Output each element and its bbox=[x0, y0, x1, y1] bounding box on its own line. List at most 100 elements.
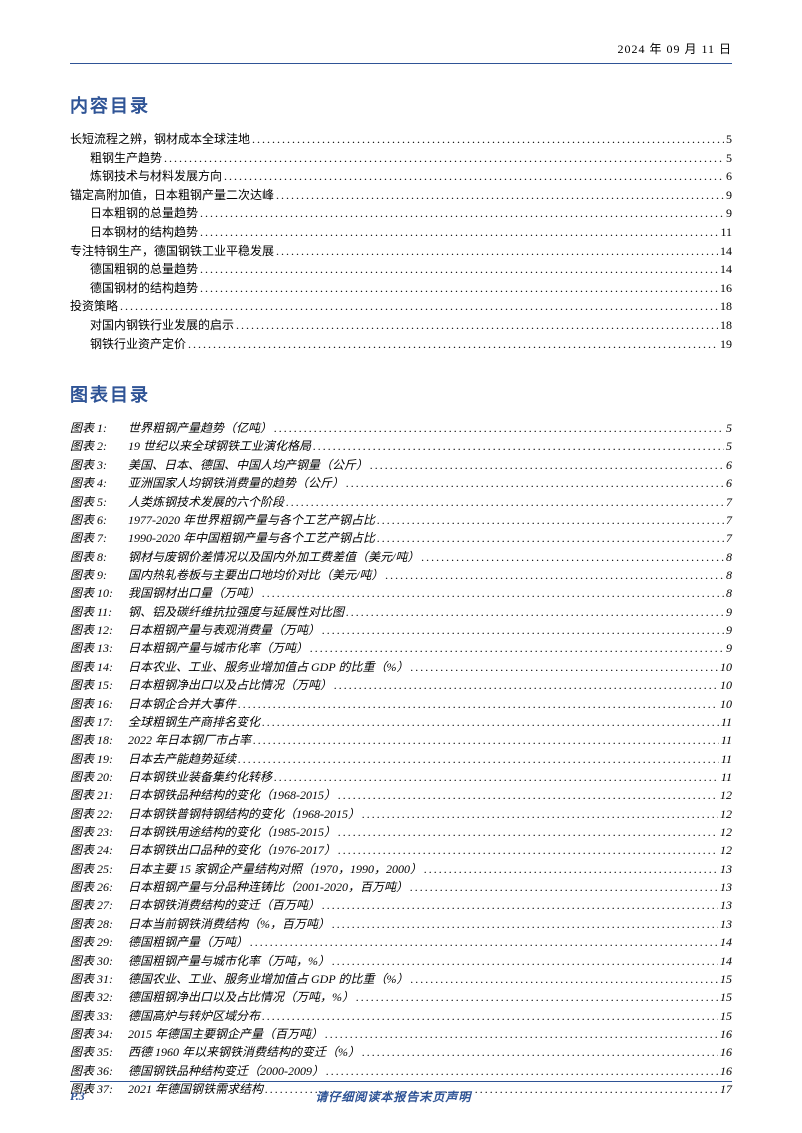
figure-row[interactable]: 图表 26:日本粗钢产量与分品种连铸比（2001-2020，百万吨）13 bbox=[70, 878, 732, 896]
figure-row[interactable]: 图表 13:日本粗钢产量与城市化率（万吨）9 bbox=[70, 639, 732, 657]
figure-leader-dots bbox=[334, 676, 718, 694]
figure-page: 8 bbox=[726, 566, 732, 584]
figure-row[interactable]: 图表 3:美国、日本、德国、中国人均产钢量（公斤）6 bbox=[70, 456, 732, 474]
figure-title: 日本钢铁消费结构的变迁（百万吨） bbox=[128, 896, 320, 914]
toc-row[interactable]: 日本钢材的结构趋势11 bbox=[70, 223, 732, 242]
figure-row[interactable]: 图表 29:德国粗钢产量（万吨）14 bbox=[70, 933, 732, 951]
figure-row[interactable]: 图表 34:2015 年德国主要钢企产量（百万吨）16 bbox=[70, 1025, 732, 1043]
figure-row[interactable]: 图表 16:日本钢企合并大事件10 bbox=[70, 695, 732, 713]
figure-prefix: 图表 16: bbox=[70, 695, 128, 713]
figure-prefix: 图表 27: bbox=[70, 896, 128, 914]
figure-row[interactable]: 图表 33:德国高炉与转炉区域分布15 bbox=[70, 1007, 732, 1025]
figure-prefix: 图表 11: bbox=[70, 603, 128, 621]
toc-leader-dots bbox=[200, 204, 724, 223]
toc-row[interactable]: 长短流程之辨，钢材成本全球洼地5 bbox=[70, 130, 732, 149]
figure-prefix: 图表 36: bbox=[70, 1062, 128, 1080]
figure-row[interactable]: 图表 9:国内热轧卷板与主要出口地均价对比（美元/吨）8 bbox=[70, 566, 732, 584]
figure-row[interactable]: 图表 36:德国钢铁品种结构变迁（2000-2009）16 bbox=[70, 1062, 732, 1080]
figure-leader-dots bbox=[410, 970, 718, 988]
toc-row[interactable]: 德国钢材的结构趋势16 bbox=[70, 279, 732, 298]
toc-row[interactable]: 炼钢技术与材料发展方向 6 bbox=[70, 167, 732, 186]
figure-page: 15 bbox=[720, 1007, 732, 1025]
toc-entry-page: 5 bbox=[726, 130, 732, 149]
figure-page: 16 bbox=[720, 1025, 732, 1043]
figure-row[interactable]: 图表 17:全球粗钢生产商排名变化11 bbox=[70, 713, 732, 731]
toc-row[interactable]: 对国内钢铁行业发展的启示18 bbox=[70, 316, 732, 335]
figure-leader-dots bbox=[346, 603, 724, 621]
figure-row[interactable]: 图表 15:日本粗钢净出口以及占比情况（万吨）10 bbox=[70, 676, 732, 694]
figure-leader-dots bbox=[377, 511, 724, 529]
figure-title: 国内热轧卷板与主要出口地均价对比（美元/吨） bbox=[128, 566, 383, 584]
figure-prefix: 图表 31: bbox=[70, 970, 128, 988]
figure-row[interactable]: 图表 21:日本钢铁品种结构的变化（1968-2015）12 bbox=[70, 786, 732, 804]
figure-prefix: 图表 24: bbox=[70, 841, 128, 859]
figure-row[interactable]: 图表 31:德国农业、工业、服务业增加值占 GDP 的比重（%）15 bbox=[70, 970, 732, 988]
toc-leader-dots bbox=[120, 297, 718, 316]
figure-prefix: 图表 25: bbox=[70, 860, 128, 878]
toc-row[interactable]: 德国粗钢的总量趋势14 bbox=[70, 260, 732, 279]
figure-page: 13 bbox=[720, 896, 732, 914]
figure-row[interactable]: 图表 23:日本钢铁用途结构的变化（1985-2015）12 bbox=[70, 823, 732, 841]
footer: P.3 请仔细阅读本报告末页声明 bbox=[70, 1081, 732, 1105]
figure-row[interactable]: 图表 35:西德 1960 年以来钢铁消费结构的变迁（%）16 bbox=[70, 1043, 732, 1061]
figure-row[interactable]: 图表 24:日本钢铁出口品种的变化（1976-2017）12 bbox=[70, 841, 732, 859]
page-number: P.3 bbox=[70, 1089, 85, 1104]
figure-row[interactable]: 图表 22:日本钢铁普钢特钢结构的变化（1968-2015）12 bbox=[70, 805, 732, 823]
figure-row[interactable]: 图表 14:日本农业、工业、服务业增加值占 GDP 的比重（%）10 bbox=[70, 658, 732, 676]
figure-row[interactable]: 图表 32:德国粗钢净出口以及占比情况（万吨，%）15 bbox=[70, 988, 732, 1006]
figure-row[interactable]: 图表 19:日本去产能趋势延续11 bbox=[70, 750, 732, 768]
figures-heading: 图表目录 bbox=[70, 381, 732, 407]
figure-prefix: 图表 18: bbox=[70, 731, 128, 749]
figure-row[interactable]: 图表 8:钢材与废钢价差情况以及国内外加工费差值（美元/吨）8 bbox=[70, 548, 732, 566]
figure-row[interactable]: 图表 18:2022 年日本钢厂市占率11 bbox=[70, 731, 732, 749]
figure-row[interactable]: 图表 12:日本粗钢产量与表观消费量（万吨）9 bbox=[70, 621, 732, 639]
figure-leader-dots bbox=[410, 878, 718, 896]
figure-page: 14 bbox=[720, 952, 732, 970]
toc-row[interactable]: 钢铁行业资产定价19 bbox=[70, 335, 732, 354]
figure-row[interactable]: 图表 27:日本钢铁消费结构的变迁（百万吨） 13 bbox=[70, 896, 732, 914]
toc-entry-title: 锚定高附加值，日本粗钢产量二次达峰 bbox=[70, 186, 274, 205]
figure-row[interactable]: 图表 28:日本当前钢铁消费结构（%，百万吨）13 bbox=[70, 915, 732, 933]
toc-row[interactable]: 专注特钢生产，德国钢铁工业平稳发展14 bbox=[70, 242, 732, 261]
toc-entry-page: 6 bbox=[726, 167, 732, 186]
figure-page: 5 bbox=[726, 437, 732, 455]
figure-title: 钢、铝及碳纤维抗拉强度与延展性对比图 bbox=[128, 603, 344, 621]
toc-row[interactable]: 投资策略18 bbox=[70, 297, 732, 316]
figure-row[interactable]: 图表 6:1977-2020 年世界粗钢产量与各个工艺产钢占比7 bbox=[70, 511, 732, 529]
figure-leader-dots bbox=[250, 933, 718, 951]
toc-leader-dots bbox=[164, 149, 724, 168]
figure-prefix: 图表 22: bbox=[70, 805, 128, 823]
toc-entry-title: 炼钢技术与材料发展方向 bbox=[90, 167, 222, 186]
figure-leader-dots bbox=[313, 437, 724, 455]
toc-entry-page: 9 bbox=[726, 186, 732, 205]
figure-title: 钢材与废钢价差情况以及国内外加工费差值（美元/吨） bbox=[128, 548, 419, 566]
figure-row[interactable]: 图表 10:我国钢材出口量（万吨）8 bbox=[70, 584, 732, 602]
figure-leader-dots bbox=[410, 658, 718, 676]
figure-leader-dots bbox=[262, 584, 724, 602]
figure-row[interactable]: 图表 4:亚洲国家人均钢铁消费量的趋势（公斤）6 bbox=[70, 474, 732, 492]
figure-leader-dots bbox=[326, 1062, 718, 1080]
figure-title: 日本粗钢产量与分品种连铸比（2001-2020，百万吨） bbox=[128, 878, 408, 896]
toc-row[interactable]: 锚定高附加值，日本粗钢产量二次达峰 9 bbox=[70, 186, 732, 205]
figure-row[interactable]: 图表 11:钢、铝及碳纤维抗拉强度与延展性对比图9 bbox=[70, 603, 732, 621]
figure-row[interactable]: 图表 5:人类炼钢技术发展的六个阶段7 bbox=[70, 493, 732, 511]
figure-row[interactable]: 图表 1:世界粗钢产量趋势（亿吨）5 bbox=[70, 419, 732, 437]
figure-title: 世界粗钢产量趋势（亿吨） bbox=[128, 419, 272, 437]
figure-leader-dots bbox=[338, 841, 718, 859]
figure-title: 2015 年德国主要钢企产量（百万吨） bbox=[128, 1025, 323, 1043]
toc-row[interactable]: 粗钢生产趋势5 bbox=[70, 149, 732, 168]
toc-entry-title: 钢铁行业资产定价 bbox=[90, 335, 186, 354]
figure-leader-dots bbox=[385, 566, 724, 584]
figure-title: 亚洲国家人均钢铁消费量的趋势（公斤） bbox=[128, 474, 344, 492]
figure-row[interactable]: 图表 20:日本钢铁业装备集约化转移11 bbox=[70, 768, 732, 786]
figure-page: 8 bbox=[726, 584, 732, 602]
figure-row[interactable]: 图表 7:1990-2020 年中国粗钢产量与各个工艺产钢占比7 bbox=[70, 529, 732, 547]
toc-row[interactable]: 日本粗钢的总量趋势9 bbox=[70, 204, 732, 223]
figure-title: 日本主要 15 家钢企产量结构对照（1970，1990，2000） bbox=[128, 860, 422, 878]
figure-row[interactable]: 图表 30:德国粗钢产量与城市化率（万吨，%）14 bbox=[70, 952, 732, 970]
toc-leader-dots bbox=[276, 186, 724, 205]
figure-prefix: 图表 35: bbox=[70, 1043, 128, 1061]
figure-prefix: 图表 32: bbox=[70, 988, 128, 1006]
figure-row[interactable]: 图表 2:19 世纪以来全球钢铁工业演化格局5 bbox=[70, 437, 732, 455]
figure-row[interactable]: 图表 25:日本主要 15 家钢企产量结构对照（1970，1990，2000）1… bbox=[70, 860, 732, 878]
